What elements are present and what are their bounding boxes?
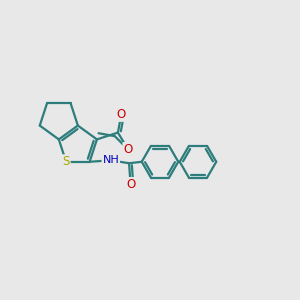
Text: NH: NH [103,155,119,165]
Text: O: O [123,143,133,156]
Text: O: O [117,108,126,121]
Text: O: O [126,178,135,191]
Text: S: S [62,155,70,168]
